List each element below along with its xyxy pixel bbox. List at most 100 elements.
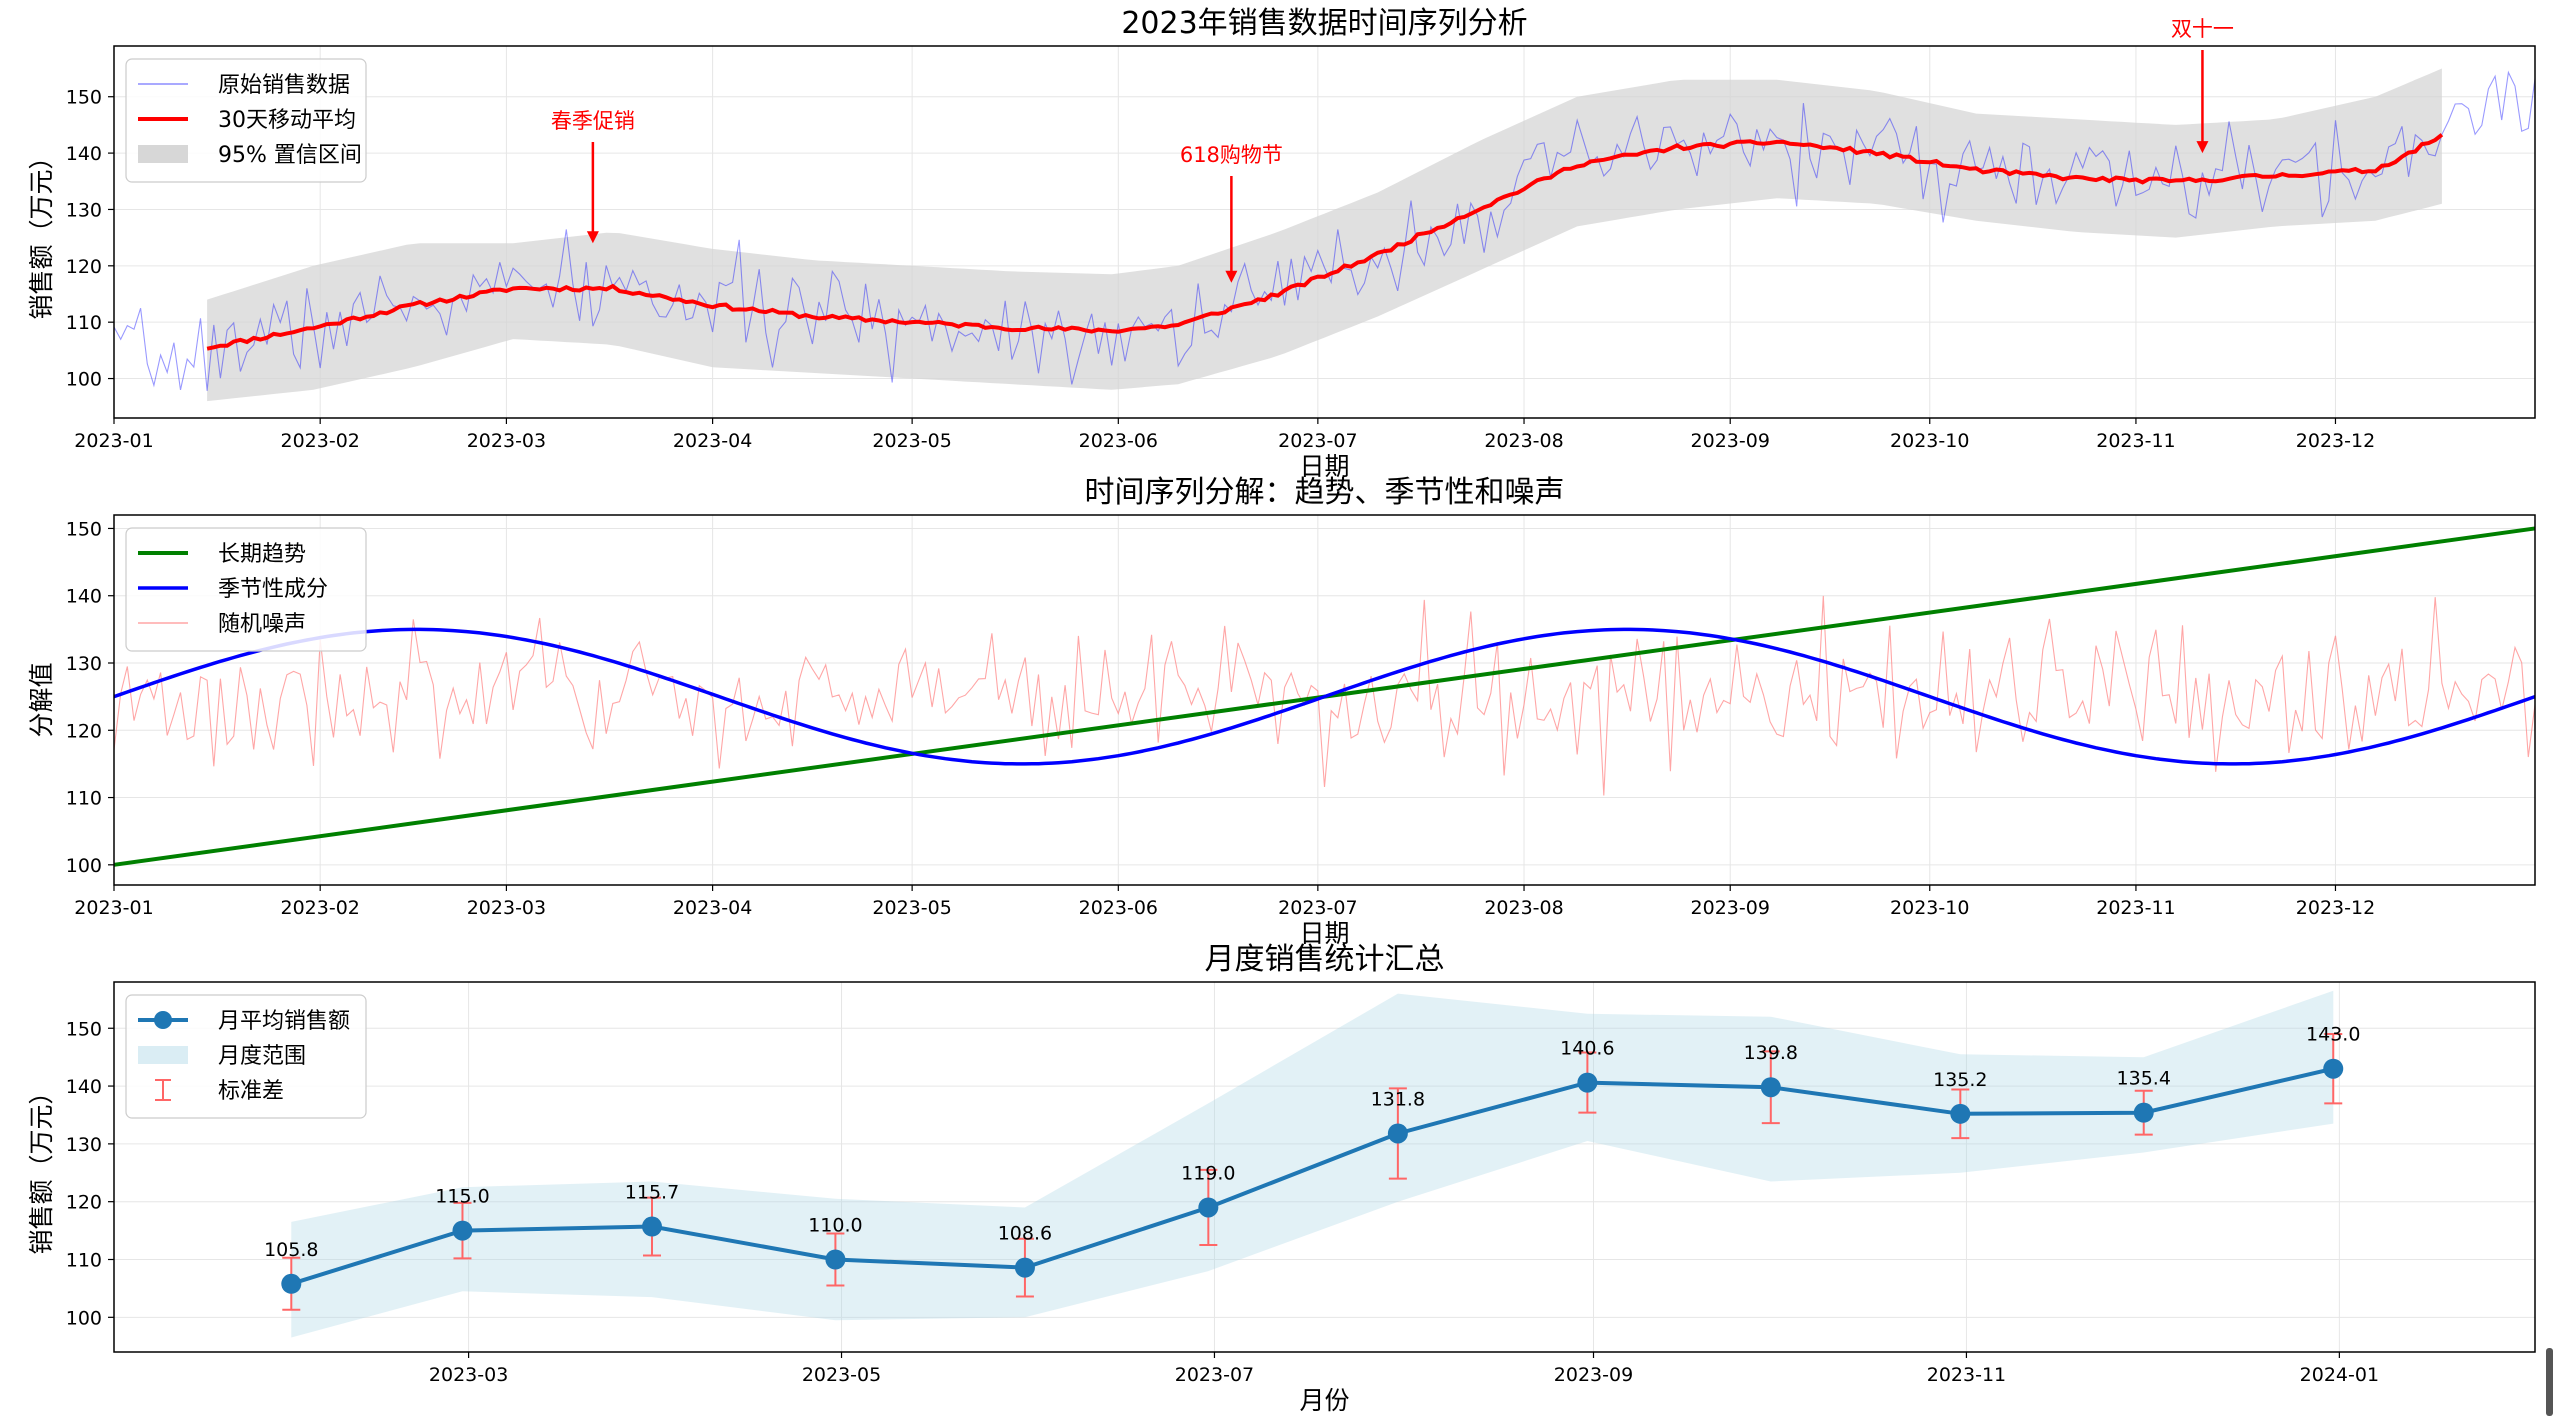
monthly-mean-point	[1387, 1123, 1408, 1144]
plot-frame	[113, 514, 2536, 886]
x-tick-label: 2023-08	[1484, 897, 1563, 919]
x-tick-label: 2023-03	[467, 897, 546, 919]
annotation-label: 618购物节	[1180, 143, 1283, 167]
x-tick-label: 2023-06	[1079, 897, 1158, 919]
y-tick-label: 130	[66, 1134, 102, 1156]
data-label: 115.0	[435, 1186, 489, 1208]
data-label: 115.7	[625, 1182, 679, 1204]
y-tick-label: 110	[66, 788, 102, 810]
data-label: 131.8	[1371, 1088, 1425, 1110]
x-tick-label: 2023-02	[280, 430, 359, 452]
legend-swatch	[138, 1046, 188, 1064]
x-tick-label: 2023-07	[1175, 1364, 1254, 1386]
y-tick-label: 140	[66, 586, 102, 608]
data-label: 135.4	[2117, 1068, 2171, 1090]
x-axis-label: 日期	[1299, 919, 1349, 948]
y-tick-label: 150	[66, 87, 102, 109]
plot-frame	[113, 981, 2536, 1353]
legend-label: 95% 置信区间	[218, 143, 362, 168]
y-tick-label: 100	[66, 369, 102, 391]
x-tick-label: 2023-05	[802, 1364, 881, 1386]
seasonal-line	[113, 627, 2536, 766]
legend-box	[125, 994, 367, 1119]
y-tick-label: 100	[66, 1307, 102, 1329]
x-tick-label: 2023-09	[1691, 430, 1770, 452]
legend: 原始销售数据 30天移动平均 95% 置信区间	[125, 58, 367, 183]
legend-label: 原始销售数据	[218, 73, 350, 98]
x-tick-label: 2024-01	[2300, 1364, 2379, 1386]
y-tick-label: 130	[66, 653, 102, 675]
x-tick-label: 2023-12	[2296, 897, 2375, 919]
x-tick-label: 2023-09	[1554, 1364, 1633, 1386]
x-tick-label: 2023-09	[1691, 897, 1770, 919]
monthly-mean-point	[825, 1249, 846, 1270]
y-tick-label: 110	[66, 1250, 102, 1272]
x-tick-label: 2023-12	[2296, 430, 2375, 452]
y-tick-label: 140	[66, 1076, 102, 1098]
chart-3: 2023-03 2023-05 2023-07 2023-09 2023-11 2024-…	[27, 942, 2536, 1415]
y-tick-label: 120	[66, 720, 102, 742]
x-tick-label: 2023-10	[1890, 897, 1969, 919]
y-tick-label: 150	[66, 1018, 102, 1040]
x-tick-label: 2023-11	[2096, 430, 2175, 452]
monthly-mean-point	[452, 1220, 473, 1241]
x-axis-label: 日期	[1299, 452, 1349, 481]
legend-label: 随机噪声	[218, 612, 306, 637]
monthly-range-band	[291, 990, 2334, 1338]
y-tick-label: 140	[66, 143, 102, 165]
scroll-handle[interactable]	[2546, 1348, 2553, 1416]
x-tick-label: 2023-05	[872, 430, 951, 452]
confidence-band	[207, 68, 2442, 402]
x-tick-label: 2023-04	[673, 897, 752, 919]
monthly-mean-line	[290, 1066, 2334, 1286]
monthly-mean-point	[1760, 1077, 1781, 1098]
chart-1: 2023-01 2023-02 2023-03 2023-04 2023-05 2023-…	[27, 6, 2536, 481]
annotation-arrowhead	[586, 231, 599, 244]
x-tick-label: 2023-11	[2096, 897, 2175, 919]
x-tick-label: 2023-11	[1927, 1364, 2006, 1386]
x-tick-label: 2023-07	[1278, 430, 1357, 452]
data-label: 143.0	[2306, 1024, 2360, 1046]
chart-2: 2023-01 2023-02 2023-03 2023-04 2023-05 2023-…	[27, 475, 2536, 948]
raw-sales-line	[113, 70, 2536, 391]
monthly-mean-point	[2133, 1102, 2154, 1123]
x-tick-label: 2023-01	[74, 897, 153, 919]
monthly-mean-point	[1577, 1072, 1598, 1093]
plot-frame	[113, 45, 2536, 419]
y-tick-label: 120	[66, 256, 102, 278]
x-tick-label: 2023-10	[1890, 430, 1969, 452]
y-tick-label: 150	[66, 518, 102, 540]
data-label: 105.8	[264, 1239, 318, 1261]
legend-label: 季节性成分	[218, 577, 328, 602]
monthly-mean-point	[1198, 1197, 1219, 1218]
data-label: 108.6	[998, 1223, 1052, 1245]
legend-label: 标准差	[218, 1079, 284, 1104]
legend-label: 长期趋势	[218, 542, 306, 567]
data-label: 139.8	[1744, 1042, 1798, 1064]
x-tick-label: 2023-06	[1079, 430, 1158, 452]
x-tick-label: 2023-05	[872, 897, 951, 919]
x-tick-label: 2023-04	[673, 430, 752, 452]
x-axis-label: 月份	[1299, 1386, 1349, 1415]
x-tick-label: 2023-03	[467, 430, 546, 452]
annotation-arrowhead	[2196, 141, 2209, 154]
legend-label: 月平均销售额	[218, 1009, 350, 1034]
x-tick-label: 2023-02	[280, 897, 359, 919]
y-tick-label: 100	[66, 855, 102, 877]
monthly-mean-point	[1950, 1103, 1971, 1124]
annotation-label: 春季促销	[551, 109, 635, 133]
monthly-mean-point	[642, 1216, 662, 1237]
legend-swatch	[138, 145, 188, 163]
moving-average-line	[206, 133, 2444, 351]
y-axis-label: 销售额（万元）	[27, 144, 56, 319]
annotation-label: 双十一	[2171, 17, 2234, 41]
data-label: 140.6	[1560, 1038, 1614, 1060]
chart-title: 月度销售统计汇总	[1205, 942, 1445, 977]
annotation-arrowhead	[1225, 270, 1238, 283]
y-tick-label: 120	[66, 1192, 102, 1214]
monthly-mean-point	[281, 1273, 302, 1294]
legend-label: 30天移动平均	[218, 108, 356, 133]
